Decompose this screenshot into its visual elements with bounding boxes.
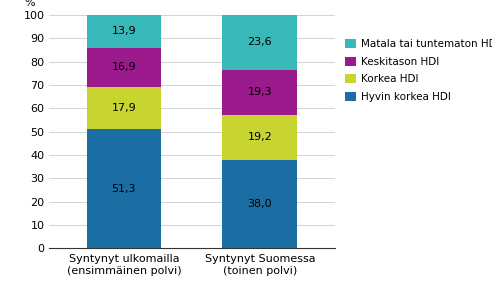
Bar [87,48,161,87]
Bar [222,15,297,70]
Bar [222,70,297,115]
Text: 17,9: 17,9 [112,103,136,113]
Text: 23,6: 23,6 [247,38,272,48]
Text: 13,9: 13,9 [112,26,136,36]
Bar [222,160,297,248]
Bar [87,15,161,48]
Text: 51,3: 51,3 [112,184,136,194]
Text: 16,9: 16,9 [112,62,136,72]
Text: 19,2: 19,2 [247,132,272,142]
Y-axis label: %: % [24,0,34,8]
Bar [87,87,161,129]
Text: 19,3: 19,3 [247,88,272,98]
Bar [222,115,297,160]
Legend: Matala tai tuntematon HDI, Keskitason HDI, Korkea HDI, Hyvin korkea HDI: Matala tai tuntematon HDI, Keskitason HD… [345,39,492,102]
Text: 38,0: 38,0 [247,199,272,209]
Bar [87,129,161,248]
